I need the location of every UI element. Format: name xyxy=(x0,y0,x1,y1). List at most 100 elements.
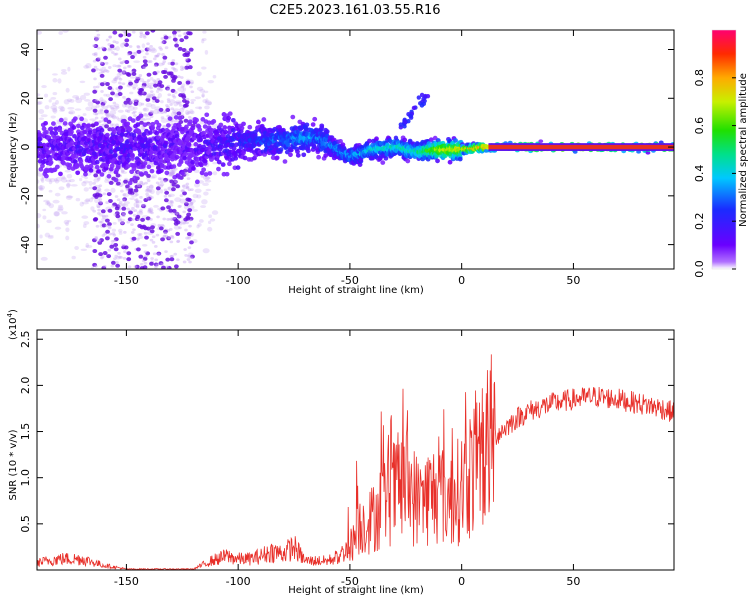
spectrogram-cell xyxy=(149,189,155,195)
spectrogram-cell xyxy=(145,192,149,196)
spectrogram-cell xyxy=(112,101,117,105)
spectrogram-cell xyxy=(127,64,132,68)
spectrogram-cell xyxy=(139,180,144,184)
spectrogram-cell xyxy=(96,169,102,174)
spectrogram-cell xyxy=(55,99,59,105)
spectrogram-cell xyxy=(138,113,144,119)
spectrogram-cell xyxy=(185,80,191,85)
spectrogram-cell xyxy=(190,232,195,236)
spectrogram-cell xyxy=(149,210,153,214)
spectrogram-cell xyxy=(96,33,101,37)
spectrogram-cell xyxy=(141,182,146,186)
spectrogram-cell xyxy=(42,208,47,212)
spectrogram-cell xyxy=(402,119,408,125)
spectrogram-cell xyxy=(169,199,174,203)
spectrogram-cell xyxy=(139,181,144,184)
spectrogram-cell xyxy=(101,215,107,219)
spectrogram-cell xyxy=(538,139,544,143)
spectrogram-cell xyxy=(118,201,123,204)
spectrogram-cell xyxy=(96,177,101,181)
spectrogram-cell xyxy=(72,95,80,99)
spectrogram-cell xyxy=(146,42,150,46)
spectrogram-cell xyxy=(201,94,205,98)
spectrogram-cell xyxy=(224,171,230,177)
spectrogram-cell xyxy=(419,103,425,108)
chart-title: C2E5.2023.161.03.55.R16 xyxy=(269,3,440,18)
spectrogram-cell xyxy=(207,171,213,176)
snr-x-label: Height of straight line (km) xyxy=(288,585,424,596)
colorbar-tick-label: 0.0 xyxy=(693,260,706,278)
spectrogram-cell xyxy=(171,94,176,97)
spectrogram-cell xyxy=(166,265,172,269)
spectrogram-cell xyxy=(154,62,159,67)
spectrogram-cell xyxy=(190,254,195,259)
spectrogram-cell xyxy=(131,236,137,241)
spectrogram-cell xyxy=(176,101,180,105)
spectrogram-cell xyxy=(141,85,146,89)
spectrogram-cell xyxy=(295,149,300,154)
spectrogram-cell xyxy=(38,109,45,115)
spectrogram-cell xyxy=(147,94,151,98)
spectrogram-cell xyxy=(100,46,105,50)
spectrogram-cell xyxy=(134,79,139,84)
spectrogram-cell xyxy=(142,265,148,269)
spectrogram-cell xyxy=(145,196,150,200)
spectrogram-cell xyxy=(170,236,175,239)
spectrogram-cell xyxy=(121,203,129,208)
spectrogram-cell xyxy=(108,180,114,185)
spectrogram-cell xyxy=(163,35,169,40)
spectrogram-cell xyxy=(48,180,53,185)
spectrogram-cell xyxy=(114,76,121,80)
spectrogram-cell xyxy=(79,80,86,84)
spectrogram-cell xyxy=(211,119,217,124)
spectrogram-cell xyxy=(98,68,103,72)
spectrogram-cell xyxy=(160,223,165,227)
spectrogram-cell xyxy=(106,104,112,108)
spectrogram-cell xyxy=(65,195,73,200)
spectrogram-cell xyxy=(99,172,105,177)
spectrogram-cell xyxy=(66,195,74,199)
spectrogram-cell xyxy=(94,38,99,42)
spectrogram-cell xyxy=(92,108,98,113)
spectrogram-cell xyxy=(43,93,49,98)
spectrogram-cell xyxy=(196,194,202,199)
spectrogram-cell xyxy=(37,136,43,142)
spectrogram-cell xyxy=(141,91,147,96)
spectrogram-cell xyxy=(131,83,138,89)
spectrogram-cell xyxy=(182,191,187,196)
spectrogram-cell xyxy=(95,85,100,89)
spectrogram-cell xyxy=(142,107,149,112)
spectrogram-cell xyxy=(82,180,90,184)
spectrogram-cell xyxy=(141,118,147,122)
spectrogram-cell xyxy=(110,264,115,268)
spectrogram-cell xyxy=(38,167,44,172)
spectrogram-cell xyxy=(185,50,189,54)
spectrogram-cell xyxy=(100,116,105,120)
spectrogram-cell xyxy=(134,76,139,79)
spectrogram-cell xyxy=(110,240,115,243)
spectrogram-cell xyxy=(38,187,44,192)
spectrogram-cell xyxy=(182,87,187,92)
spectrogram-cell xyxy=(239,125,245,131)
spectrogram-cell xyxy=(151,96,157,101)
spectrogram-cell xyxy=(411,105,417,111)
spectrogram-cell xyxy=(181,48,187,53)
spectrogram-cell xyxy=(63,116,68,123)
spectrogram-cell xyxy=(61,68,67,72)
spectrogram-cell xyxy=(127,127,133,132)
spectrogram-cell xyxy=(54,226,62,230)
spectrogram-cell xyxy=(167,186,171,190)
spectrogram-cell xyxy=(66,173,73,179)
spectrogram-cell xyxy=(136,45,141,49)
spectrogram-cell xyxy=(109,104,117,110)
spectrogram-cell xyxy=(123,100,129,105)
spectrogram-cell xyxy=(142,80,146,84)
spectrogram-cell xyxy=(170,88,176,93)
spectrogram-cell xyxy=(143,113,147,116)
spectrogram-cell xyxy=(115,260,119,264)
spectrogram-cell xyxy=(122,197,128,202)
spectrogram-cell xyxy=(93,77,97,81)
spectrogram-cell xyxy=(113,242,119,247)
spectrogram-cell xyxy=(127,180,133,186)
spectrogram-cell xyxy=(92,238,97,243)
